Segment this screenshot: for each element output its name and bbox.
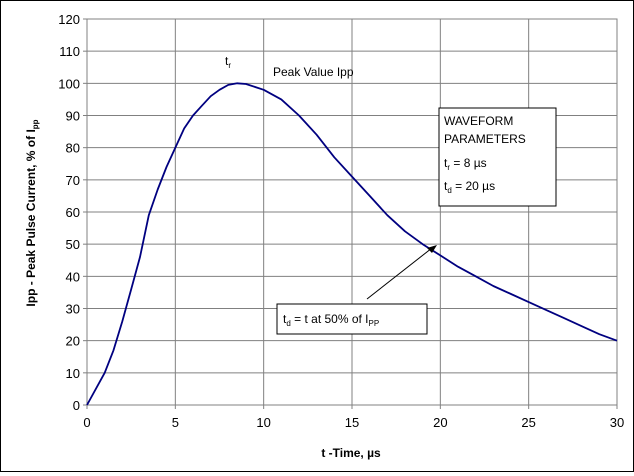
y-tick-label: 90	[66, 109, 80, 124]
y-tick-label: 10	[66, 366, 80, 381]
y-tick-label: 120	[58, 12, 80, 27]
x-tick-label: 30	[610, 415, 624, 430]
tr-peak-label: tr	[225, 54, 231, 70]
y-tick-label: 50	[66, 237, 80, 252]
series-line-pulse-current	[86, 82, 618, 406]
y-tick-label: 0	[73, 398, 80, 413]
y-tick-label: 100	[58, 76, 80, 91]
y-tick-label: 80	[66, 141, 80, 156]
y-tick-labels: 0 10 20 30 40 50 60 70 80 90 100 110 120	[58, 12, 87, 413]
y-tick-label: 60	[66, 205, 80, 220]
td-arrowhead	[427, 245, 437, 253]
y-tick-label: 30	[66, 302, 80, 317]
td-arrow-line	[366, 247, 433, 300]
x-tick-label: 0	[83, 415, 90, 430]
x-tick-label: 25	[521, 415, 535, 430]
series-group	[86, 82, 618, 406]
x-tick-label: 20	[433, 415, 447, 430]
x-tick-label: 10	[256, 415, 270, 430]
params-title-line1: WAVEFORM	[444, 114, 513, 128]
x-tick-label: 15	[345, 415, 359, 430]
y-axis-title: Ipp - Peak Pulse Current, % of Ipp	[24, 119, 40, 306]
y-tick-label: 110	[59, 44, 80, 59]
params-box	[438, 107, 557, 207]
x-axis-title: t -Time, µs	[321, 446, 381, 460]
params-title-line2: PARAMETERS	[444, 132, 526, 146]
x-tick-labels: 0 5 10 15 20 25 30	[83, 405, 624, 430]
peak-value-label: Peak Value Ipp	[273, 65, 354, 79]
td-label: td = t at 50% of IPP	[283, 312, 379, 328]
y-tick-label: 20	[66, 334, 80, 349]
x-tick-label: 5	[172, 415, 179, 430]
y-tick-label: 40	[66, 269, 80, 284]
param-tr: tr = 8 µs	[444, 156, 487, 172]
td-label-box	[276, 303, 428, 335]
grid-lines	[87, 19, 617, 405]
y-tick-label: 70	[66, 173, 80, 188]
param-td: td = 20 µs	[444, 179, 495, 195]
